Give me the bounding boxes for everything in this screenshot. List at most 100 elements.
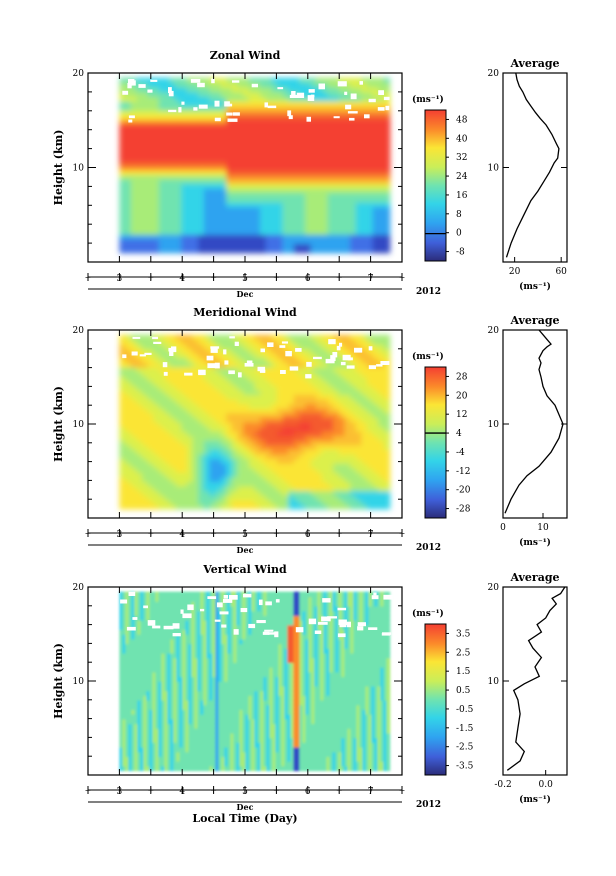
heatmap-cell xyxy=(355,183,363,189)
heatmap-cell xyxy=(173,671,178,678)
heatmap-cell xyxy=(186,146,194,153)
heatmap-cell xyxy=(383,371,391,377)
missing-cell xyxy=(210,347,218,353)
heatmap-cell xyxy=(175,430,183,437)
heatmap-cell xyxy=(366,247,374,254)
heatmap-cell xyxy=(175,201,183,208)
heatmap-cell xyxy=(130,339,138,345)
heatmap-cell xyxy=(271,174,278,180)
heatmap-cell xyxy=(321,362,329,368)
heatmap-cell xyxy=(158,380,166,386)
heatmap-cell xyxy=(355,105,363,111)
heatmap-cell xyxy=(226,435,233,441)
missing-cell xyxy=(178,107,182,113)
heatmap-cell xyxy=(248,449,256,455)
heatmap-cell xyxy=(140,737,145,743)
missing-cell xyxy=(162,362,168,368)
heatmap-cell xyxy=(125,385,132,391)
heatmap-cell xyxy=(372,348,379,354)
heatmap-cell xyxy=(321,353,329,359)
heatmap-cell xyxy=(131,629,136,635)
heatmap-cell xyxy=(147,421,154,427)
heatmap-cell xyxy=(197,690,202,696)
heatmap-cell xyxy=(383,453,391,460)
heatmap-cell xyxy=(260,403,267,409)
heatmap-cell xyxy=(282,137,289,143)
heatmap-cell xyxy=(260,123,267,130)
heatmap-cell xyxy=(198,197,205,203)
heatmap-cell xyxy=(293,128,301,134)
heatmap-cell xyxy=(293,137,301,143)
heatmap-cell xyxy=(119,685,124,692)
heatmap-cell xyxy=(215,132,222,139)
heatmap-cell xyxy=(361,201,368,208)
heatmap-cell xyxy=(231,481,239,487)
heatmap-cell xyxy=(167,591,172,598)
heatmap-cell xyxy=(164,742,169,748)
colorbar-tick-label: 40 xyxy=(456,134,468,144)
heatmap-cell xyxy=(316,343,323,350)
heatmap-cell xyxy=(271,183,278,189)
heatmap-cell xyxy=(243,504,250,510)
heatmap-cell xyxy=(209,165,216,171)
heatmap-cell xyxy=(198,229,205,235)
heatmap-cell xyxy=(186,380,194,386)
missing-cell xyxy=(168,347,176,352)
heatmap-cell xyxy=(350,100,357,107)
heatmap-cell xyxy=(194,605,199,612)
heatmap-cell xyxy=(305,192,312,199)
heatmap-cell xyxy=(131,704,136,710)
heatmap-cell xyxy=(299,243,306,249)
heatmap-cell xyxy=(158,169,166,176)
heatmap-cell xyxy=(119,690,124,696)
heatmap-cell xyxy=(131,596,136,602)
heatmap-cell xyxy=(215,220,222,226)
heatmap-cell xyxy=(192,119,199,125)
heatmap-cell xyxy=(191,671,196,678)
heatmap-cell xyxy=(192,91,199,97)
heatmap-cell xyxy=(305,467,312,473)
heatmap-cell xyxy=(383,435,391,441)
heatmap-cell xyxy=(333,100,340,107)
heatmap-cell xyxy=(146,709,151,715)
heatmap-cell xyxy=(299,375,306,382)
heatmap-cell xyxy=(299,123,306,130)
heatmap-cell xyxy=(141,169,149,176)
heatmap-cell xyxy=(327,197,334,203)
heatmap-cell xyxy=(130,142,138,148)
heatmap-cell xyxy=(260,421,267,427)
heatmap-cell xyxy=(366,132,374,139)
heatmap-cell xyxy=(155,746,160,753)
heatmap-cell xyxy=(271,243,278,249)
heatmap-cell xyxy=(361,174,368,180)
heatmap-cell xyxy=(293,339,301,345)
heatmap-cell xyxy=(327,481,334,487)
heatmap-cell xyxy=(333,160,340,166)
heatmap-cell xyxy=(147,485,154,492)
heatmap-cell xyxy=(141,444,149,450)
heatmap-cell xyxy=(361,224,368,231)
heatmap-cell xyxy=(344,169,351,176)
heatmap-cell xyxy=(173,634,178,640)
heatmap-cell xyxy=(355,444,363,450)
heatmap-cell xyxy=(215,109,222,116)
heatmap-cell xyxy=(260,160,267,166)
heatmap-cell xyxy=(181,389,188,395)
heatmap-cell xyxy=(254,142,261,148)
heatmap-cell xyxy=(215,215,222,222)
heatmap-cell xyxy=(141,343,149,350)
heatmap-cell xyxy=(231,201,239,208)
heatmap-cell xyxy=(198,462,205,469)
heatmap-cell xyxy=(181,403,188,409)
heatmap-cell xyxy=(175,238,183,245)
missing-cell xyxy=(328,339,336,345)
heatmap-cell xyxy=(147,494,154,501)
heatmap-cell xyxy=(361,375,368,382)
heatmap-cell xyxy=(231,490,239,496)
heatmap-cell xyxy=(237,343,244,350)
heatmap-cell xyxy=(299,485,306,492)
heatmap-cell xyxy=(134,713,139,720)
heatmap-cell xyxy=(344,485,351,492)
heatmap-cell xyxy=(175,435,183,441)
heatmap-cell xyxy=(128,699,133,706)
